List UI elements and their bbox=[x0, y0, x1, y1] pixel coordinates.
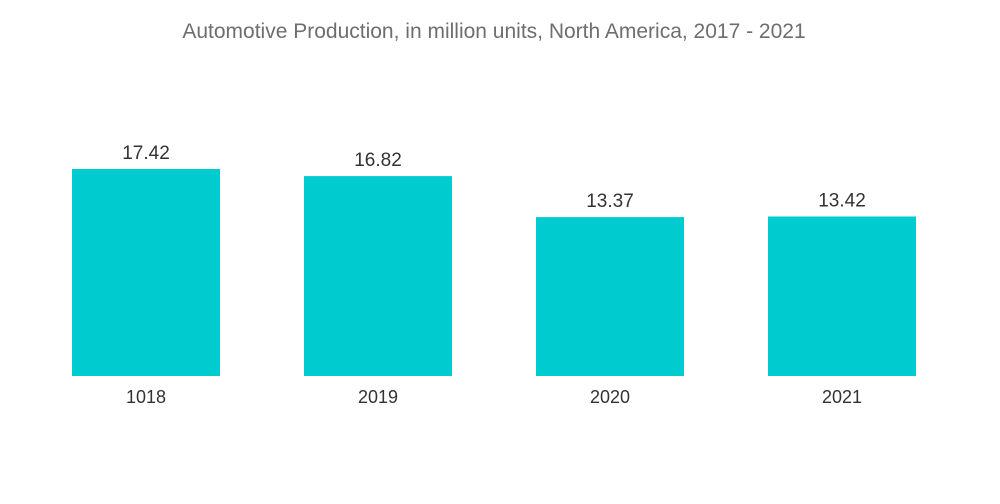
value-label-2019: 16.82 bbox=[354, 150, 402, 171]
value-label-2020: 13.37 bbox=[586, 191, 634, 212]
value-labels-layer: 17.42 16.82 13.37 13.42 bbox=[122, 143, 866, 212]
chart-title: Automotive Production, in million units,… bbox=[182, 20, 805, 43]
value-label-1018: 17.42 bbox=[122, 143, 170, 164]
x-tick-label-2021: 2021 bbox=[822, 387, 862, 407]
x-tick-label-1018: 1018 bbox=[126, 387, 166, 407]
bar-2021 bbox=[768, 216, 916, 376]
bar-2019 bbox=[304, 176, 452, 376]
x-tick-label-2020: 2020 bbox=[590, 387, 630, 407]
bar-1018 bbox=[72, 169, 220, 376]
bars-layer bbox=[72, 169, 916, 376]
bar-2020 bbox=[536, 217, 684, 376]
x-tick-label-2019: 2019 bbox=[358, 387, 398, 407]
value-label-2021: 13.42 bbox=[818, 191, 866, 212]
x-axis-tick-labels: 1018 2019 2020 2021 bbox=[126, 387, 862, 407]
